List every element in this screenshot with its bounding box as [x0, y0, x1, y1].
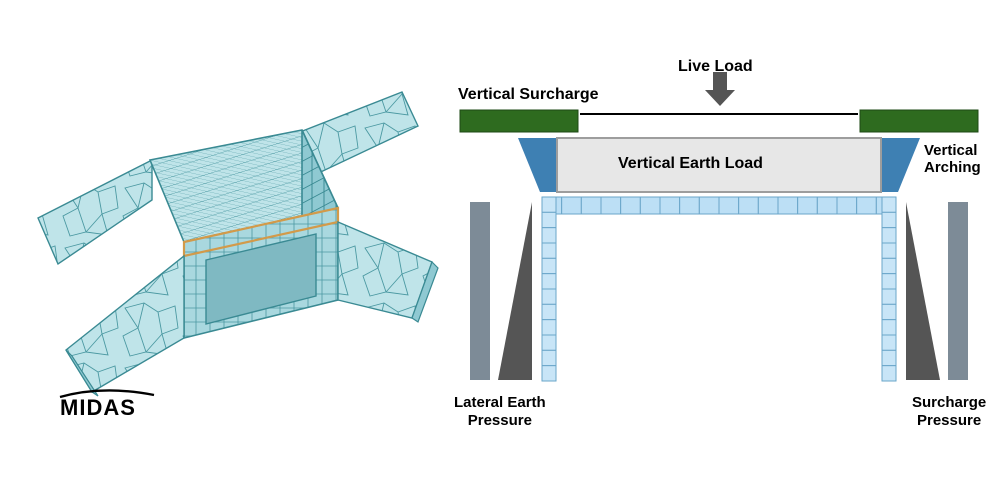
column-cell — [882, 274, 896, 289]
beam-cell — [778, 197, 798, 214]
column-cell — [542, 243, 556, 258]
logo-swoosh-icon — [58, 389, 178, 399]
column-cell — [882, 335, 896, 350]
column-cell — [882, 304, 896, 319]
column-cell — [882, 197, 896, 212]
midas-logo: MIDAS — [60, 395, 136, 421]
beam-cell — [640, 197, 660, 214]
column-cell — [882, 320, 896, 335]
wingwall-back-left — [38, 160, 152, 264]
column-cell — [542, 304, 556, 319]
vertical-arching-label: Vertical Arching — [924, 142, 981, 177]
column-cell — [542, 274, 556, 289]
surcharge-pressure-label: Surcharge Pressure — [912, 394, 986, 430]
column-cell — [542, 197, 556, 212]
column-cell — [882, 243, 896, 258]
surcharge-bar — [460, 110, 578, 132]
beam-cell — [857, 197, 877, 214]
arching-right — [882, 138, 920, 192]
beam-cell — [680, 197, 700, 214]
surcharge-bar — [860, 110, 978, 132]
column-cell — [542, 228, 556, 243]
pressure-triangle-left — [498, 202, 532, 380]
column-cell — [542, 212, 556, 227]
lateral-bar-right — [948, 202, 968, 380]
arching-left — [518, 138, 556, 192]
live-load-label: Live Load — [678, 58, 753, 76]
column-cell — [882, 212, 896, 227]
beam-cell — [621, 197, 641, 214]
mesh-3d-svg — [0, 0, 440, 500]
beam-cell — [719, 197, 739, 214]
column-cell — [542, 258, 556, 273]
beam-cell — [837, 197, 857, 214]
column-cell — [542, 350, 556, 365]
column-cell — [882, 258, 896, 273]
pressure-triangle-right — [906, 202, 940, 380]
column-cell — [542, 335, 556, 350]
beam-cell — [601, 197, 621, 214]
column-cell — [882, 289, 896, 304]
lateral-bar-left — [470, 202, 490, 380]
vertical-surcharge-label: Vertical Surcharge — [458, 86, 599, 104]
beam-cell — [739, 197, 759, 214]
mesh-3d-panel: MIDAS — [0, 0, 440, 500]
column-cell — [542, 289, 556, 304]
beam-cell — [562, 197, 582, 214]
lateral-earth-pressure-label: Lateral Earth Pressure — [454, 394, 546, 430]
beam-cell — [798, 197, 818, 214]
vertical-earth-load-label: Vertical Earth Load — [618, 155, 763, 173]
wingwall-front-left — [66, 256, 184, 392]
column-cell — [882, 350, 896, 365]
column-cell — [882, 228, 896, 243]
live-load-arrow-head — [705, 90, 735, 106]
beam-cell — [758, 197, 778, 214]
beam-cell — [817, 197, 837, 214]
column-cell — [882, 366, 896, 381]
beam-cell — [581, 197, 601, 214]
beam-cell — [699, 197, 719, 214]
load-diagram-panel: Live Load Vertical Surcharge Vertical Ea… — [440, 0, 1000, 500]
beam-cell — [660, 197, 680, 214]
column-cell — [542, 366, 556, 381]
column-cell — [542, 320, 556, 335]
